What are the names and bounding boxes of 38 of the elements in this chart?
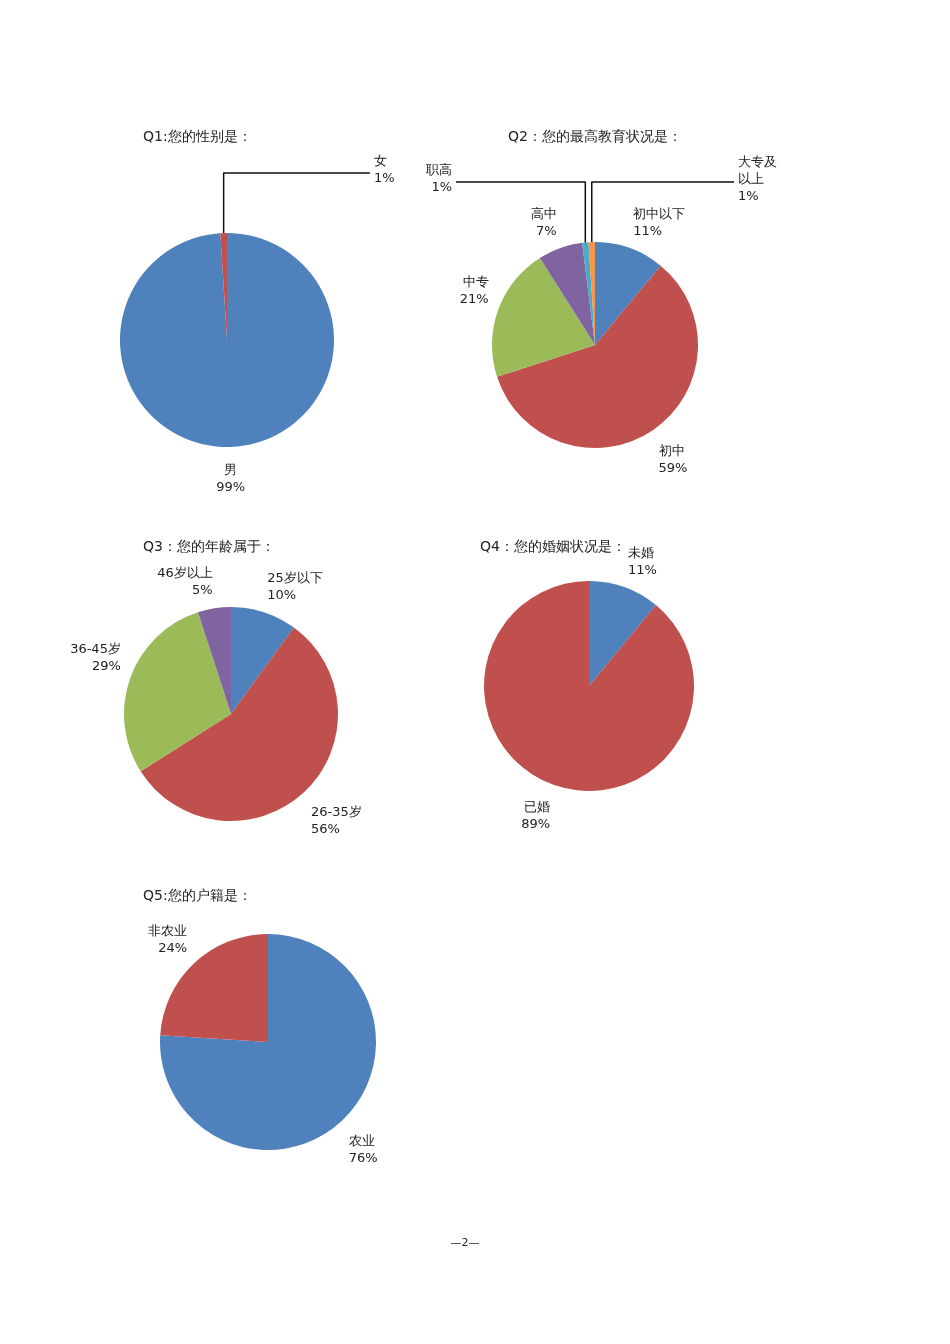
data-label: 11% [633,222,663,238]
slice-label: 未婚 [627,544,654,560]
data-label: 59% [658,460,688,476]
chart-title: Q4：您的婚姻状况是： [480,538,626,554]
data-label: 1% [374,170,395,185]
slice-label: 男 [224,461,238,477]
data-label: 29% [92,658,121,674]
data-label: 1% [431,179,452,194]
data-label: 24% [158,939,188,955]
data-label: 21% [459,290,489,306]
slice-label: 初中以下 [633,205,686,221]
chart-title: Q1:您的性别是： [143,128,252,144]
data-label: 5% [192,582,213,598]
chart-title: Q3：您的年龄属于： [143,538,275,554]
data-label: 7% [536,222,557,238]
chart-title: Q5:您的户籍是： [143,887,252,903]
slice-label: 46岁以上 [157,565,213,581]
data-label: 1% [738,187,759,203]
slice-label: 中专 [462,273,489,289]
slice-label: 女 [374,153,387,168]
data-label: 11% [627,561,657,577]
chart-title: Q2：您的最高教育状况是： [508,128,682,144]
slice-label: 已婚 [524,799,551,815]
data-label: 99% [216,478,246,494]
data-label: 10% [267,586,297,602]
data-label: 56% [311,821,340,837]
slice-label: 农业 [348,1133,375,1149]
slice-label: 初中 [658,443,685,459]
text: —2— [450,1236,480,1249]
slice-label: 非农业 [148,922,188,938]
data-label: 76% [348,1150,378,1166]
slice-label: 25岁以下 [267,569,323,585]
slice-label: 36-45岁 [70,641,121,657]
slice-label: 高中 [530,205,557,221]
slice-label: 26-35岁 [311,804,362,820]
data-label: 89% [521,816,551,832]
slice-label: 大专及以上 [738,153,777,186]
slice-label: 职高 [426,162,452,177]
